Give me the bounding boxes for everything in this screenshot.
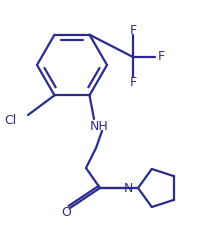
Text: O: O [61, 207, 71, 220]
Text: NH: NH [90, 120, 109, 134]
Text: F: F [129, 76, 137, 90]
Text: Cl: Cl [4, 114, 16, 126]
Text: N: N [123, 182, 133, 194]
Text: F: F [157, 51, 165, 63]
Text: F: F [129, 25, 137, 38]
